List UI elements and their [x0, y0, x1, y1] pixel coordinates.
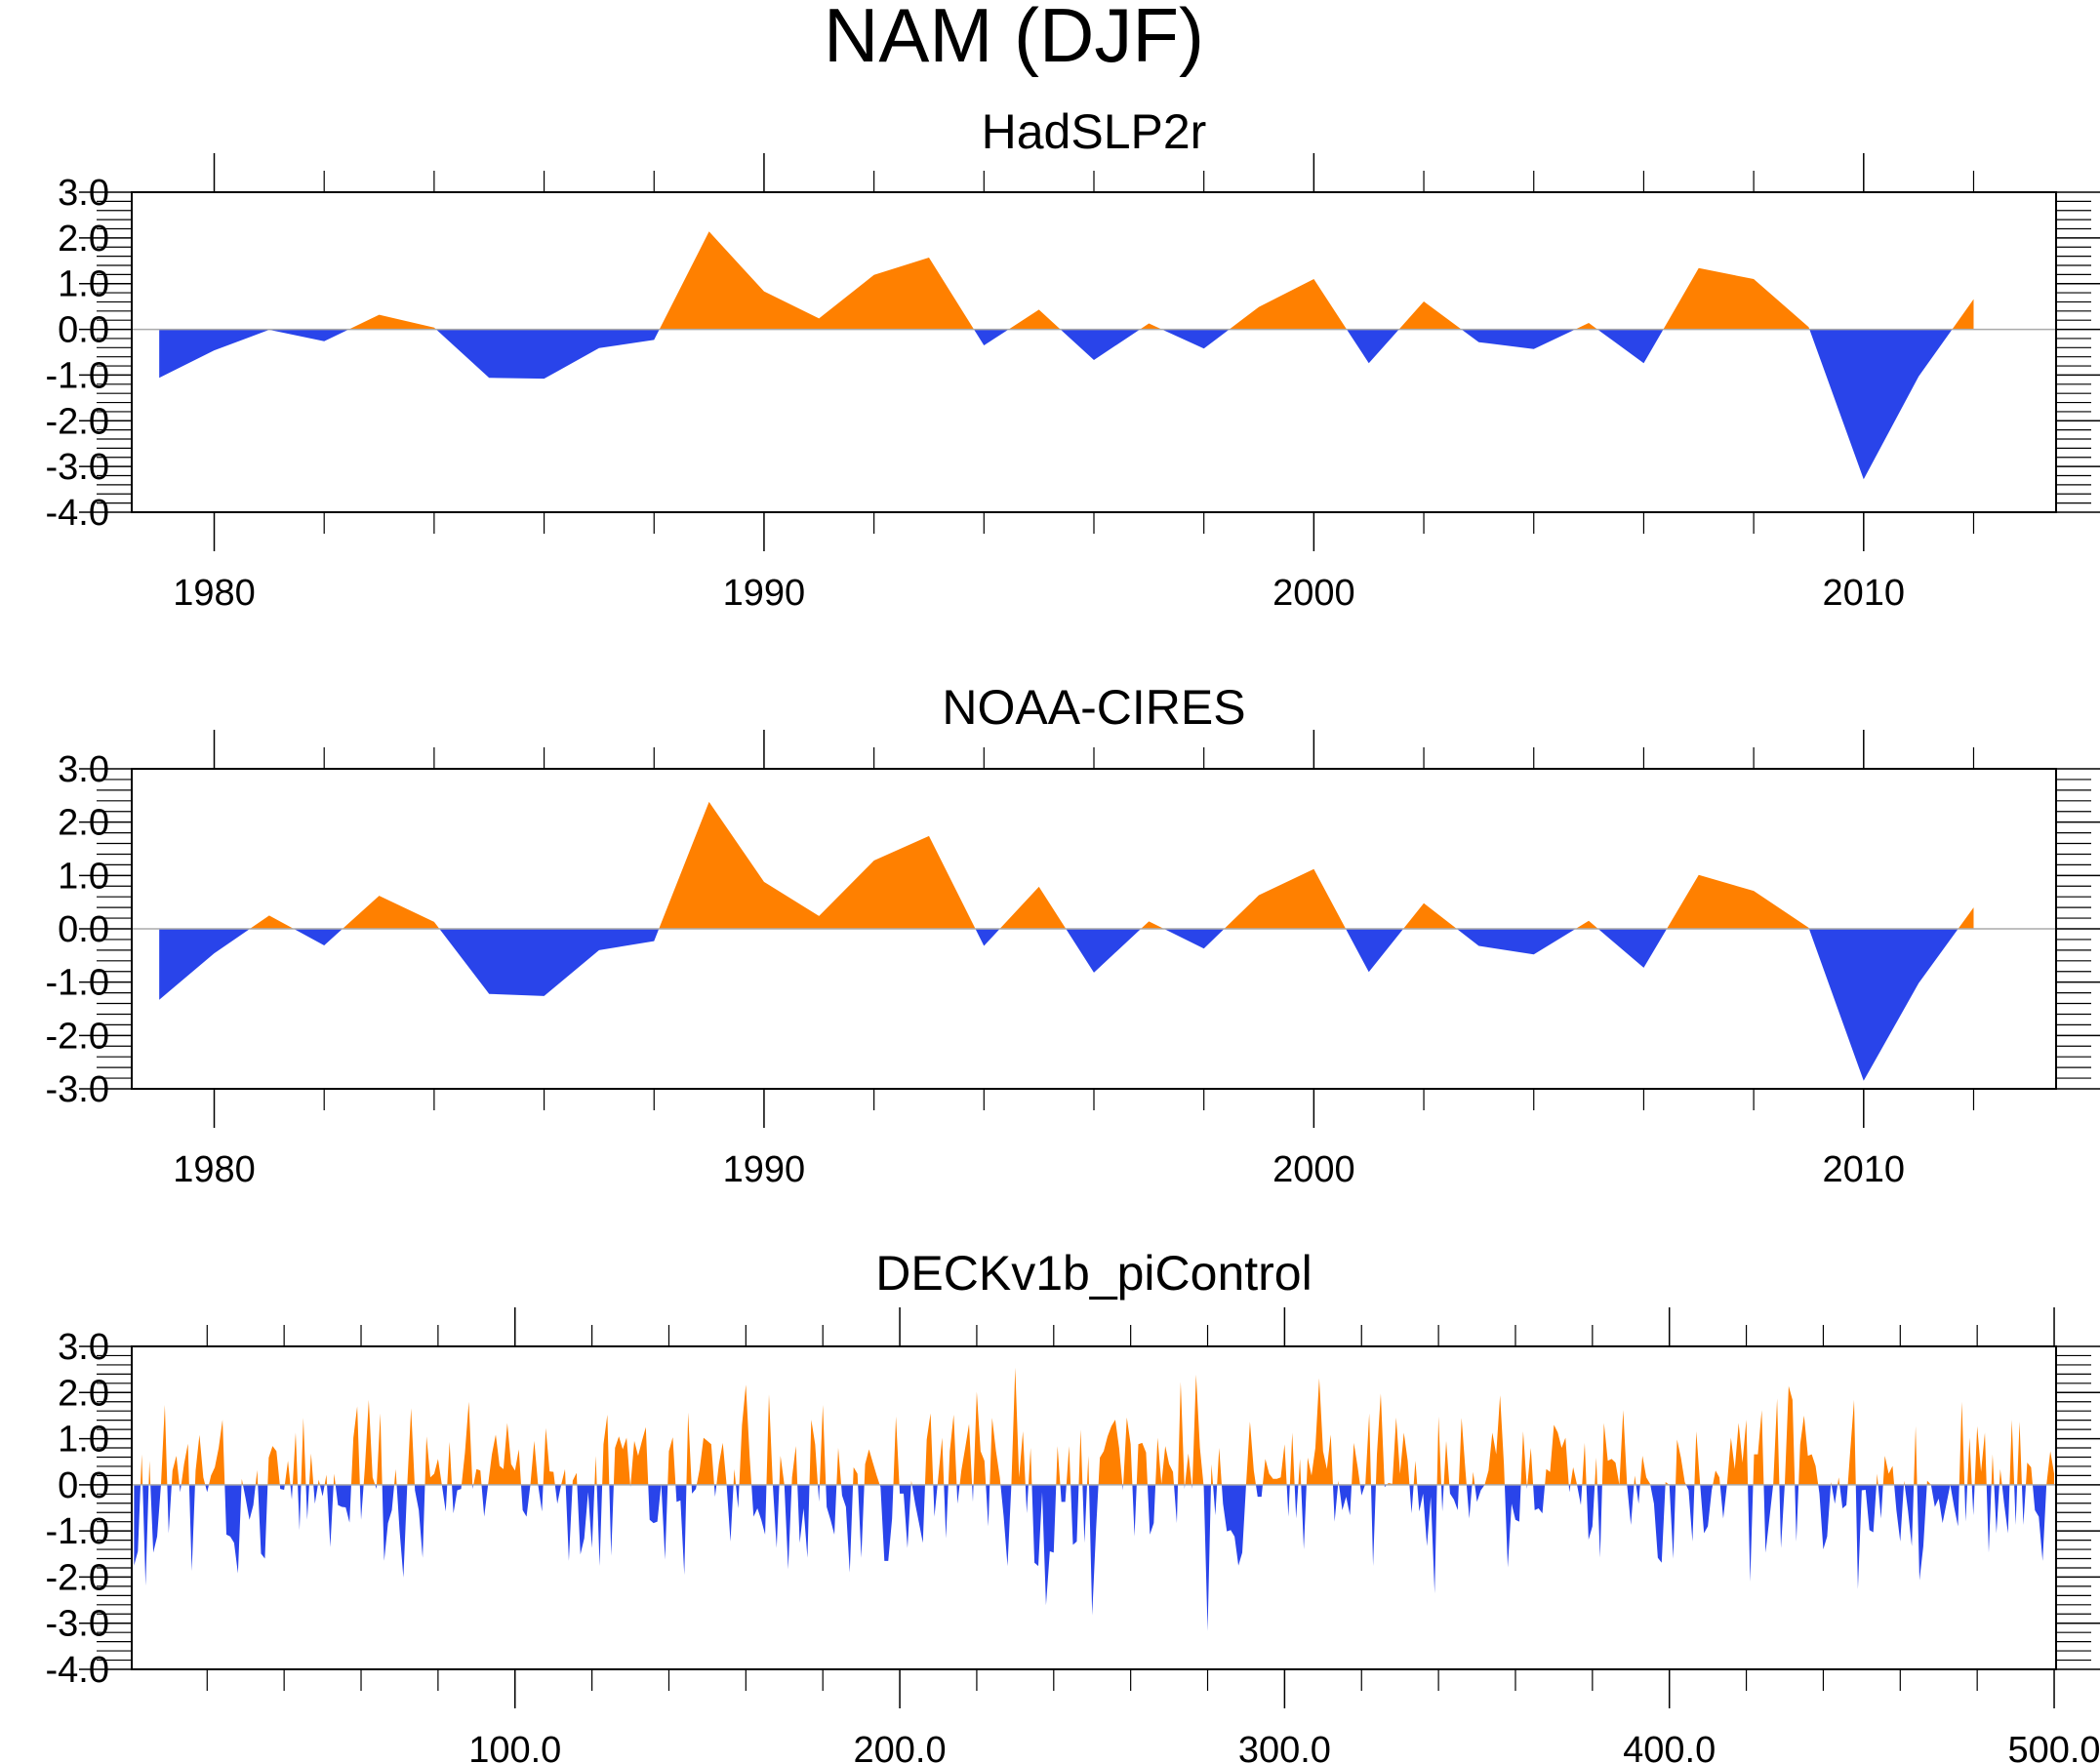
y-tick-label: -1.0: [46, 355, 109, 396]
x-tick-label: 2010: [1823, 573, 1906, 614]
panel-noaa-cires: NOAA-CIRES 3.0 2.0 1.0 0.0 -1.0 -2.0 -3.0 1980 1…: [46, 680, 2100, 1190]
x-tick-label: 1990: [723, 1149, 806, 1190]
y-tick-label: 1.0: [58, 856, 109, 897]
y-tick-label: -2.0: [46, 401, 109, 442]
y-tick-label: -4.0: [46, 493, 109, 534]
y-tick-label: 0.0: [58, 1465, 109, 1506]
x-tick-label: 400.0: [1623, 1730, 1716, 1763]
y-tick-label: 1.0: [58, 264, 109, 305]
positive-area: [134, 1367, 2055, 1485]
y-tick-label: 3.0: [58, 1327, 109, 1368]
y-tick-label: -3.0: [46, 1069, 109, 1110]
y-tick-label: 0.0: [58, 310, 109, 351]
x-tick-label: 100.0: [468, 1730, 561, 1763]
x-tick-label: 1980: [173, 1149, 256, 1190]
y-tick-label: -1.0: [46, 1511, 109, 1552]
y-tick-label: -3.0: [46, 447, 109, 488]
y-tick-label: -3.0: [46, 1604, 109, 1645]
plot-frame: [131, 1345, 2057, 1670]
y-tick-label: 2.0: [58, 803, 109, 844]
x-tick-label: 2000: [1272, 1149, 1355, 1190]
positive-area: [159, 231, 1974, 330]
x-tick-label: 200.0: [854, 1730, 947, 1763]
x-tick-label: 2010: [1823, 1149, 1906, 1190]
y-tick-label: 2.0: [58, 219, 109, 260]
y-tick-label: -4.0: [46, 1650, 109, 1691]
y-tick-label: 2.0: [58, 1373, 109, 1414]
x-tick-label: 500.0: [2007, 1730, 2100, 1763]
y-tick-label: -2.0: [46, 1557, 109, 1598]
panel-deckv1b-picontrol: DECKv1b_piControl 3.0 2.0 1.00.0 -1.0 -2.0 -3…: [46, 1246, 2100, 1763]
panel-hadslp2r: HadSLP2r 3.0 2.01.0 0.0-1.0 -2.0 -3.0 -4.0 198…: [46, 104, 2100, 614]
panel-title: DECKv1b_piControl: [875, 1246, 1312, 1301]
x-tick-label: 300.0: [1238, 1730, 1331, 1763]
y-tick-label: 0.0: [58, 909, 109, 950]
y-tick-label: -2.0: [46, 1016, 109, 1057]
panel-title: HadSLP2r: [982, 104, 1207, 159]
x-tick-label: 1980: [173, 573, 256, 614]
negative-area: [134, 1484, 2055, 1631]
positive-area: [159, 801, 1974, 929]
x-tick-label: 2000: [1272, 573, 1355, 614]
y-tick-label: 3.0: [58, 749, 109, 790]
y-tick-label: 3.0: [58, 173, 109, 214]
main-title: NAM (DJF): [824, 0, 1204, 78]
y-tick-label: -1.0: [46, 963, 109, 1004]
panel-title: NOAA-CIRES: [942, 680, 1245, 735]
x-tick-label: 1990: [723, 573, 806, 614]
y-tick-label: 1.0: [58, 1420, 109, 1461]
negative-area: [159, 329, 1974, 480]
negative-area: [159, 929, 1974, 1081]
